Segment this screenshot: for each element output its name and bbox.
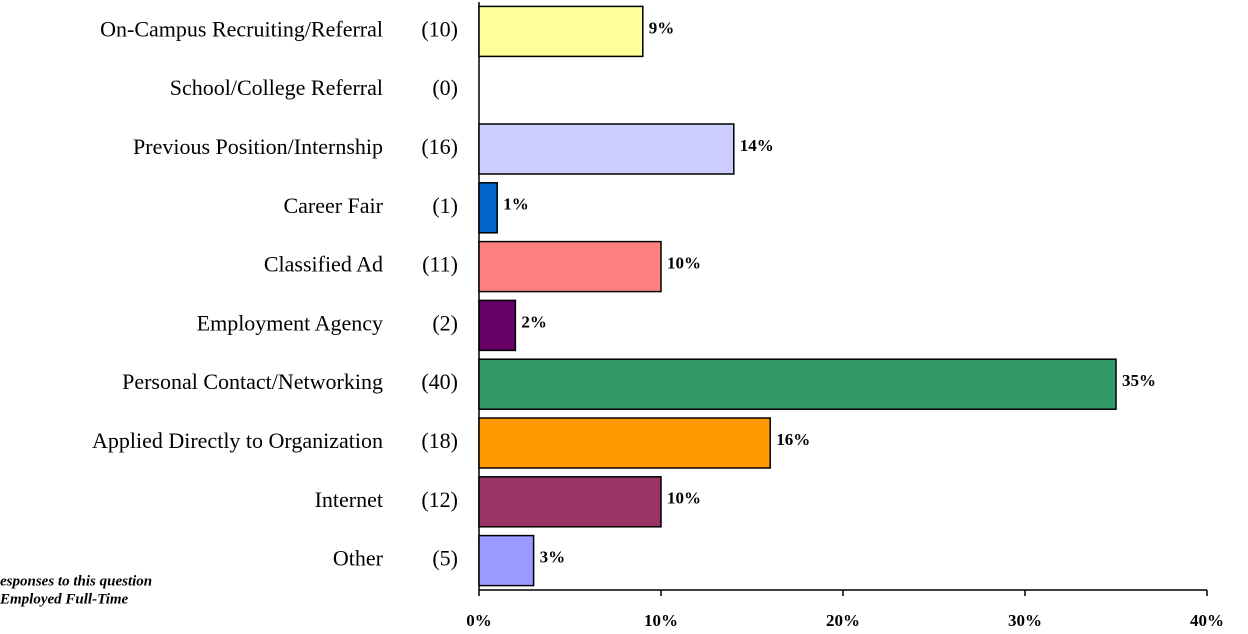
footnote: esponses to this question — [0, 573, 152, 589]
x-tick-label: 0% — [466, 611, 492, 630]
count-label: (0) — [432, 75, 458, 100]
count-label: (10) — [421, 16, 458, 41]
count-label: (1) — [432, 193, 458, 218]
value-label: 1% — [503, 195, 529, 214]
y-tick-label: School/College Referral — [170, 75, 383, 100]
y-tick-label: On-Campus Recruiting/Referral — [100, 16, 383, 41]
value-label: 10% — [667, 489, 701, 508]
y-tick-label: Previous Position/Internship — [133, 134, 383, 159]
count-label: (5) — [432, 546, 458, 571]
y-tick-label: Other — [333, 546, 384, 571]
bar — [478, 358, 1117, 410]
count-label: (11) — [422, 252, 458, 277]
count-label: (2) — [432, 310, 458, 335]
bar — [478, 476, 662, 528]
bar — [478, 534, 535, 587]
value-label: 3% — [540, 548, 566, 567]
bar — [478, 5, 644, 58]
y-tick-label: Internet — [315, 487, 383, 512]
bar — [478, 240, 662, 293]
x-tick-label: 30% — [1008, 611, 1042, 630]
y-tick-label: Employment Agency — [197, 310, 383, 335]
count-label: (40) — [421, 369, 458, 394]
count-label: (18) — [421, 428, 458, 453]
value-label: 10% — [667, 254, 701, 273]
x-tick-label: 40% — [1190, 611, 1224, 630]
value-label: 35% — [1122, 371, 1156, 390]
x-tick-label: 20% — [826, 611, 860, 630]
value-label: 9% — [649, 18, 675, 37]
bar — [478, 417, 771, 469]
value-label: 14% — [740, 136, 774, 155]
y-tick-label: Applied Directly to Organization — [92, 428, 383, 453]
bar — [478, 299, 517, 352]
bar — [478, 123, 735, 175]
count-label: (12) — [421, 487, 458, 512]
y-tick-label: Classified Ad — [264, 252, 383, 277]
value-label: 16% — [776, 430, 810, 449]
y-tick-label: Career Fair — [283, 193, 383, 218]
footnote: Employed Full-Time — [0, 591, 129, 607]
value-label: 2% — [521, 312, 547, 331]
count-label: (16) — [421, 134, 458, 159]
y-tick-label: Personal Contact/Networking — [122, 369, 383, 394]
bar — [478, 182, 498, 234]
x-tick-label: 10% — [644, 611, 678, 630]
